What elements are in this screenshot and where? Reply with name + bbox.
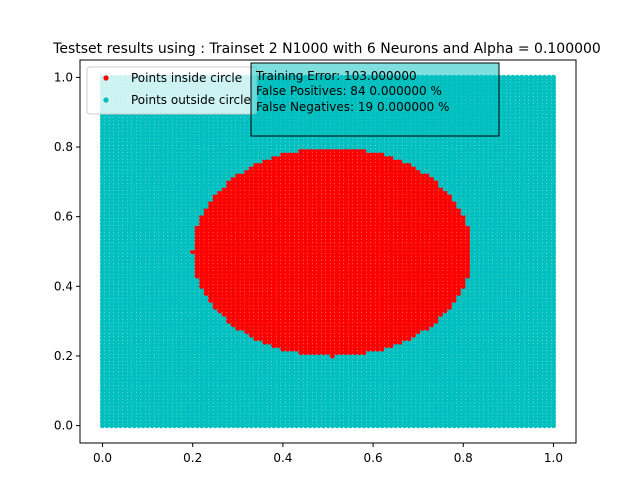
chart: 0.0 0.2 0.4 0.6 0.8 1.0 0.00.20.40.60.81.0 Te…: [52, 41, 601, 465]
